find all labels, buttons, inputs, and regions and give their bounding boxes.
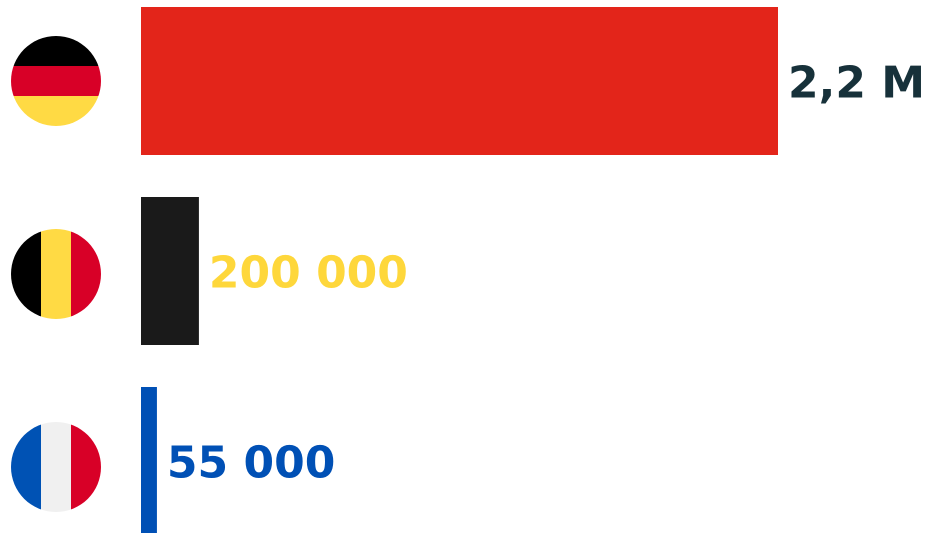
flag-belgium — [11, 229, 101, 319]
flag-france — [11, 422, 101, 512]
value-label: 2,2 M — [788, 58, 925, 109]
bar — [141, 7, 778, 155]
value-label: 200 000 — [209, 248, 408, 299]
flag-germany — [11, 36, 101, 126]
bar — [141, 197, 199, 345]
value-label: 55 000 — [167, 438, 335, 489]
bar — [141, 387, 157, 533]
